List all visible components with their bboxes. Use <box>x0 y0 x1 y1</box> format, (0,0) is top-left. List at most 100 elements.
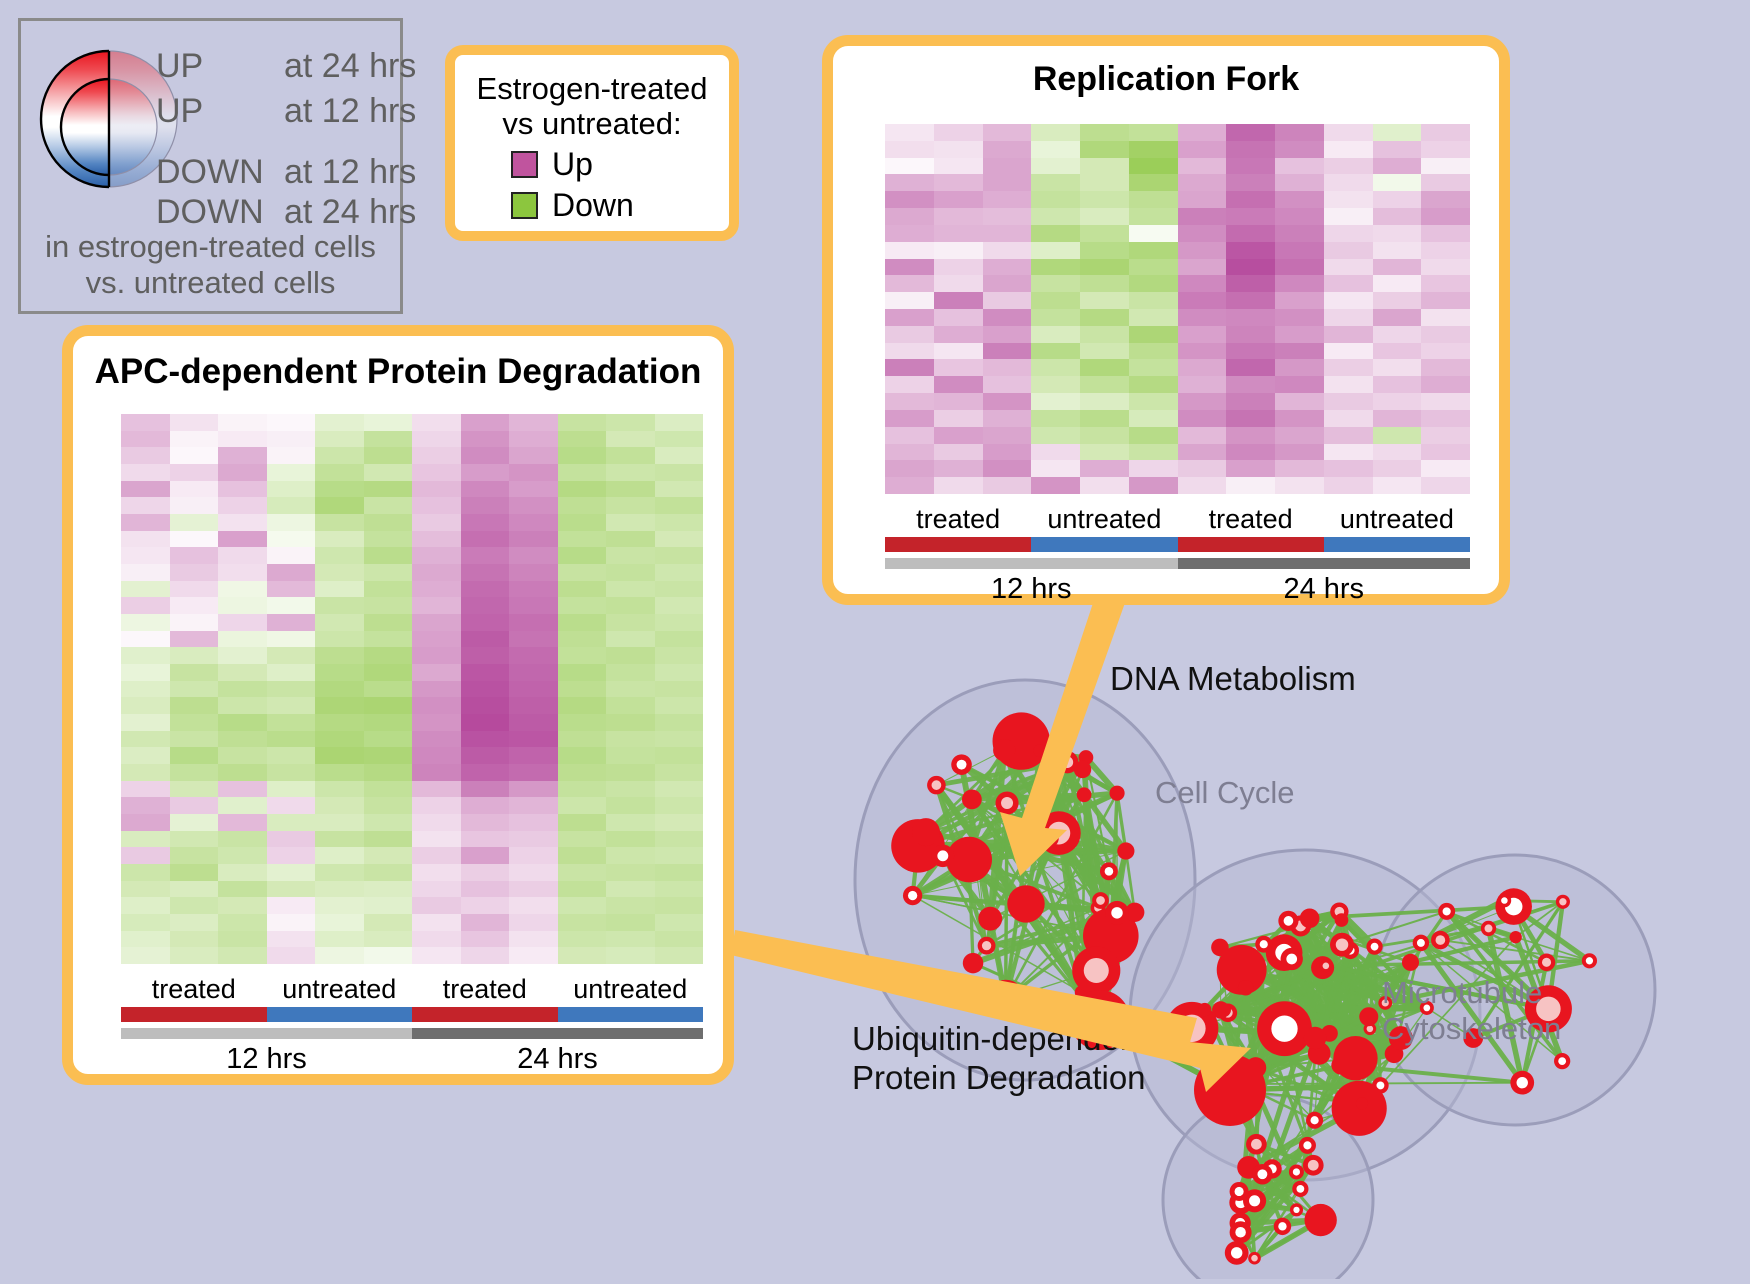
network-node[interactable] <box>903 886 922 905</box>
network-node[interactable] <box>1252 1164 1272 1184</box>
heatmap-cell <box>412 714 461 731</box>
heatmap-cell <box>934 410 983 427</box>
heatmap-cell <box>364 781 413 798</box>
network-node[interactable] <box>1292 1181 1308 1197</box>
network-node[interactable] <box>1007 885 1044 922</box>
network-node[interactable] <box>978 907 1002 931</box>
network-node[interactable] <box>1100 862 1118 880</box>
network-node[interactable] <box>1304 1204 1336 1236</box>
network-node[interactable] <box>1194 1054 1266 1126</box>
network-node[interactable] <box>1582 953 1597 968</box>
network-node[interactable] <box>912 818 940 846</box>
network-node[interactable] <box>993 739 1015 761</box>
network-node[interactable] <box>1289 1164 1304 1179</box>
heatmap-cell <box>1275 460 1324 477</box>
mt-label-line1: Microtubule <box>1382 975 1561 1011</box>
network-node[interactable] <box>927 776 946 795</box>
network-node[interactable] <box>1257 1001 1312 1056</box>
network-node[interactable] <box>1498 894 1512 908</box>
heatmap-cell <box>1421 477 1470 494</box>
network-node[interactable] <box>1438 903 1455 920</box>
network-node[interactable] <box>951 754 972 775</box>
network-node[interactable] <box>996 792 1019 815</box>
heatmap-cell <box>315 564 364 581</box>
heatmap-cell <box>121 664 170 681</box>
network-node[interactable] <box>1366 939 1382 955</box>
network-node[interactable] <box>1402 954 1419 971</box>
heatmap-cell <box>1324 124 1373 141</box>
heatmap-cell <box>1031 158 1080 175</box>
network-node[interactable] <box>1359 1007 1378 1026</box>
network-node[interactable] <box>986 980 1025 1019</box>
network-node[interactable] <box>1041 830 1058 847</box>
network-node[interactable] <box>1554 1053 1570 1069</box>
network-node[interactable] <box>1413 935 1430 952</box>
network-node[interactable] <box>962 789 982 809</box>
network-node[interactable] <box>1248 1252 1261 1265</box>
network-node[interactable] <box>1306 1112 1323 1129</box>
network-node[interactable] <box>1538 954 1556 972</box>
heatmap-cell <box>315 681 364 698</box>
network-node[interactable] <box>1230 1182 1249 1201</box>
network-node[interactable] <box>1495 888 1532 925</box>
heatmap-cell <box>655 647 704 664</box>
network-node[interactable] <box>1117 842 1134 859</box>
network-node[interactable] <box>931 844 954 867</box>
heatmap-cell <box>885 292 934 309</box>
network-node[interactable] <box>1278 911 1298 931</box>
functional-network-diagram: DNA Metabolism Cell Cycle Microtubule Cy… <box>790 620 1750 1279</box>
heatmap-cell <box>364 547 413 564</box>
network-node[interactable] <box>1281 948 1303 970</box>
heatmap-cell <box>267 897 316 914</box>
heatmap-cell <box>1275 158 1324 175</box>
network-node[interactable] <box>1431 931 1450 950</box>
network-node[interactable] <box>1105 901 1129 925</box>
network-node[interactable] <box>1212 1001 1229 1018</box>
network-node[interactable] <box>978 937 996 955</box>
network-node[interactable] <box>1330 933 1354 957</box>
heatmap-cell <box>983 124 1032 141</box>
network-node[interactable] <box>1198 1003 1211 1016</box>
heatmap-cell <box>558 447 607 464</box>
heatmap-cell <box>1178 141 1227 158</box>
heatmap-cell <box>315 497 364 514</box>
network-node[interactable] <box>1246 1134 1267 1155</box>
network-node[interactable] <box>1072 946 1120 994</box>
network-node[interactable] <box>1300 908 1320 928</box>
heatmap-cell <box>267 814 316 831</box>
network-node[interactable] <box>1556 895 1570 909</box>
network-node[interactable] <box>1238 980 1254 996</box>
network-node[interactable] <box>1033 744 1046 757</box>
network-node[interactable] <box>1056 751 1078 773</box>
heatmap-cell <box>218 764 267 781</box>
network-node[interactable] <box>1510 1071 1534 1095</box>
network-node[interactable] <box>1304 1027 1326 1049</box>
network-node[interactable] <box>1290 1203 1303 1216</box>
network-node[interactable] <box>1092 892 1109 909</box>
heatmap-cell <box>364 647 413 664</box>
network-node[interactable] <box>963 953 983 973</box>
network-node[interactable] <box>1225 1241 1249 1265</box>
network-node[interactable] <box>1320 959 1333 972</box>
time-label-row-rf: 12 hrs 24 hrs <box>885 573 1470 606</box>
network-node[interactable] <box>1230 1221 1252 1243</box>
network-node[interactable] <box>1335 913 1349 927</box>
heatmap-cell <box>1373 427 1422 444</box>
heatmap-cell <box>1178 309 1227 326</box>
network-node[interactable] <box>1303 1155 1324 1176</box>
legend-direction-label: UP <box>156 47 284 86</box>
heatmap-cell <box>934 309 983 326</box>
network-node[interactable] <box>1481 921 1496 936</box>
network-node[interactable] <box>1333 1036 1377 1080</box>
network-node[interactable] <box>1077 787 1092 802</box>
heatmap-cell <box>983 376 1032 393</box>
network-node[interactable] <box>1109 786 1124 801</box>
network-node[interactable] <box>1299 1137 1316 1154</box>
network-node[interactable] <box>1510 931 1522 943</box>
heatmap-cell <box>1421 359 1470 376</box>
network-node[interactable] <box>1255 936 1272 953</box>
network-node[interactable] <box>1274 1218 1291 1235</box>
heatmap-cell <box>655 597 704 614</box>
network-node[interactable] <box>1356 1097 1368 1109</box>
